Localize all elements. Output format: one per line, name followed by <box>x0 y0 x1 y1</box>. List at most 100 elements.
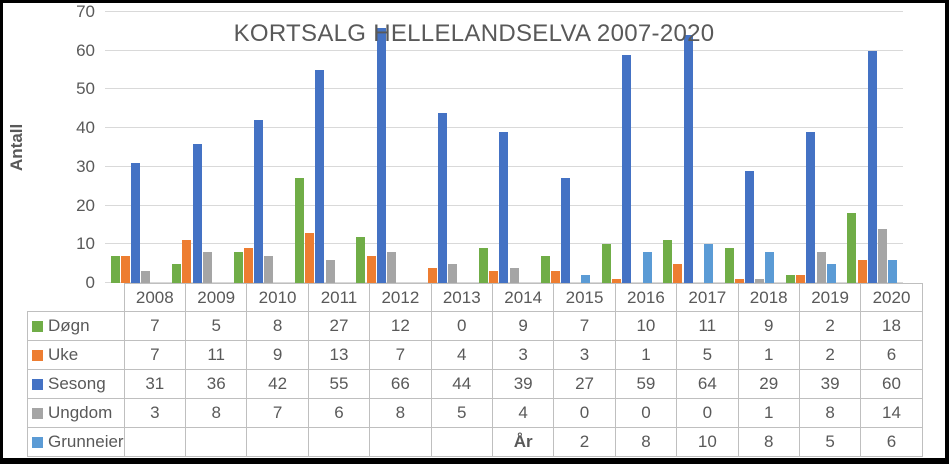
y-tick-label-20: 20 <box>76 195 95 215</box>
bar-group-2014 <box>473 12 534 283</box>
table-row-uke: Uke 7 11 9 13 7 4 3 3 1 5 1 2 6 <box>27 340 923 370</box>
bar-sesong-2012 <box>376 27 386 283</box>
table-cell-døgn-2020: 18 <box>860 311 923 341</box>
legend-label: Grunneier <box>48 432 124 451</box>
bar-sesong-2008 <box>131 163 141 283</box>
table-cell-ungdom-2013: 5 <box>430 398 493 428</box>
table-cell-uke-2014: 3 <box>491 340 555 370</box>
table-cell-grunneier-2012 <box>369 427 432 457</box>
bar-sesong-2010 <box>253 120 263 283</box>
year-header-2012: 2012 <box>369 283 432 312</box>
bar-uke-2011 <box>305 232 315 283</box>
table-cell-ungdom-2012: 8 <box>369 398 432 428</box>
bar-sesong-2020 <box>867 50 877 283</box>
legend-key-icon <box>32 349 43 361</box>
table-cell-sesong-2013: 44 <box>430 369 493 399</box>
bar-grunneier-2018 <box>765 252 775 283</box>
y-tick-label-60: 60 <box>76 40 95 60</box>
table-cell-døgn-2018: 9 <box>737 311 800 341</box>
bar-ungdom-2012 <box>386 252 396 283</box>
table-cell-grunneier-2010 <box>246 427 309 457</box>
table-cell-døgn-2014: 9 <box>491 311 555 341</box>
bar-group-2008 <box>105 12 166 283</box>
bar-uke-2020 <box>857 259 867 283</box>
bar-døgn-2015 <box>540 255 550 283</box>
year-header-2013: 2013 <box>430 283 493 312</box>
table-cell-døgn-2010: 8 <box>246 311 309 341</box>
table-cell-døgn-2009: 5 <box>184 311 248 341</box>
table-cell-grunneier-2011 <box>307 427 371 457</box>
bar-uke-2009 <box>182 240 192 283</box>
year-header-2019: 2019 <box>798 283 862 312</box>
bar-ungdom-2020 <box>877 228 887 283</box>
table-cell-grunneier-2017: 10 <box>676 427 739 457</box>
bar-sesong-2013 <box>438 112 448 283</box>
bar-ungdom-2009 <box>202 252 212 283</box>
table-cell-ungdom-2010: 7 <box>246 398 309 428</box>
bar-sesong-2016 <box>622 54 632 283</box>
bar-group-2011 <box>289 12 350 283</box>
year-header-2008: 2008 <box>123 283 187 312</box>
bar-uke-2018 <box>734 279 744 283</box>
bar-sesong-2009 <box>192 143 202 283</box>
bar-uke-2016 <box>612 279 622 283</box>
bar-døgn-2020 <box>847 213 857 283</box>
bar-grunneier-2016 <box>642 252 652 283</box>
bar-uke-2014 <box>489 271 499 283</box>
table-cell-ungdom-2020: 14 <box>860 398 923 428</box>
y-tick-label-0: 0 <box>85 273 95 292</box>
y-tick-label-40: 40 <box>76 118 95 138</box>
table-cell-ungdom-2017: 0 <box>676 398 739 428</box>
table-cell-uke-2015: 3 <box>553 340 616 370</box>
bar-uke-2013 <box>427 267 437 283</box>
gridline-50 <box>105 88 903 90</box>
table-cell-grunneier-2016: 8 <box>614 427 678 457</box>
table-cell-døgn-2012: 12 <box>369 311 432 341</box>
chart-canvas: KORTSALG HELLELANDSELVA 2007-2020 Antall… <box>3 3 945 458</box>
table-cell-døgn-2011: 27 <box>307 311 371 341</box>
legend-key-icon <box>32 320 43 332</box>
table-cell-sesong-2012: 66 <box>369 369 432 399</box>
table-cell-sesong-2016: 59 <box>614 369 678 399</box>
bar-ungdom-2013 <box>448 263 458 283</box>
bar-group-2013 <box>412 12 473 283</box>
bar-group-2016 <box>596 12 657 283</box>
year-header-2017: 2017 <box>676 283 739 312</box>
plot-area <box>105 11 903 283</box>
year-header-2014: 2014 <box>491 283 555 312</box>
bar-døgn-2017 <box>663 240 673 283</box>
table-cell-sesong-2009: 36 <box>184 369 248 399</box>
y-tick-label-10: 10 <box>76 234 95 254</box>
table-cell-sesong-2008: 31 <box>123 369 187 399</box>
table-cell-ungdom-2016: 0 <box>614 398 678 428</box>
bar-sesong-2011 <box>315 70 325 283</box>
bar-uke-2015 <box>550 271 560 283</box>
gridline-70 <box>105 11 903 12</box>
legend-key-icon <box>32 436 43 448</box>
legend-cell-sesong: Sesong <box>27 369 125 399</box>
table-cell-grunneier-2008 <box>123 427 187 457</box>
bar-ungdom-2014 <box>509 267 519 283</box>
table-cell-uke-2020: 6 <box>860 340 923 370</box>
table-row-grunneier: Grunneier År 2 8 10 8 5 6 <box>27 427 923 457</box>
table-header-row: 2008 2009 2010 2011 2012 2013 2014 2015 2016 2017… <box>28 283 923 312</box>
table-cell-døgn-2016: 10 <box>614 311 678 341</box>
table-cell-sesong-2014: 39 <box>491 369 555 399</box>
bar-uke-2008 <box>121 255 130 283</box>
bar-døgn-2009 <box>172 263 182 283</box>
table-cell-grunneier-2015: 2 <box>553 427 616 457</box>
bar-grunneier-2019 <box>826 263 836 283</box>
table-cell-sesong-2011: 55 <box>307 369 371 399</box>
year-header-2020: 2020 <box>860 283 923 312</box>
legend-key-icon <box>32 378 43 390</box>
bar-sesong-2017 <box>683 35 693 283</box>
bar-døgn-2014 <box>479 248 489 283</box>
legend-label: Ungdom <box>48 403 113 422</box>
bar-døgn-2018 <box>724 248 734 283</box>
legend-label: Uke <box>48 345 79 364</box>
bar-sesong-2019 <box>806 132 816 283</box>
data-table-wrap: 2008 2009 2010 2011 2012 2013 2014 2015 2016 2017… <box>27 283 923 457</box>
year-header-2016: 2016 <box>614 283 678 312</box>
bar-uke-2019 <box>796 275 806 283</box>
bar-døgn-2012 <box>356 236 366 283</box>
